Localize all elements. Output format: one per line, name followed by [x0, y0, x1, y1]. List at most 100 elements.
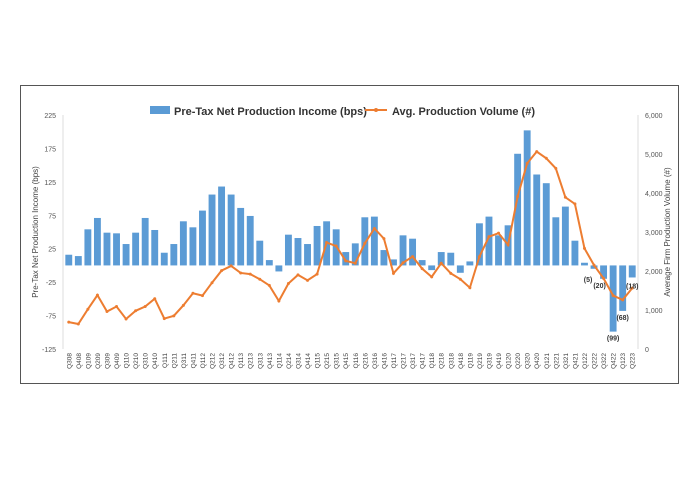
line-point: [76, 322, 80, 326]
data-label: (99): [607, 336, 619, 343]
x-tick-label: Q412: [229, 353, 236, 369]
line-point: [506, 243, 510, 247]
y-tick-label: -125: [42, 347, 56, 354]
x-tick-label: Q214: [286, 353, 293, 369]
line-point: [181, 303, 185, 307]
y2-tick-label: 1,000: [645, 308, 663, 315]
bar: [113, 233, 120, 266]
bar: [628, 265, 636, 278]
x-tick-label: Q408: [76, 353, 83, 369]
data-label: (5): [584, 277, 593, 284]
x-tick-label: Q409: [114, 353, 121, 369]
line-point: [115, 304, 119, 308]
bar: [103, 232, 111, 266]
bar: [571, 240, 579, 266]
bar: [179, 221, 187, 266]
bar: [342, 252, 350, 266]
bar: [609, 265, 617, 332]
bar: [456, 265, 464, 273]
line-point: [86, 307, 90, 311]
bar: [237, 207, 245, 266]
bar: [619, 265, 627, 311]
data-label: (68): [616, 315, 628, 322]
line-point: [592, 263, 596, 267]
line-point: [172, 314, 176, 318]
bar: [361, 217, 369, 266]
y-tick-label: 175: [44, 146, 56, 153]
x-tick-label: Q419: [496, 353, 503, 369]
bar: [170, 244, 178, 266]
line-point: [325, 241, 329, 245]
x-tick-label: Q319: [486, 353, 493, 369]
x-tick-label: Q111: [162, 353, 169, 368]
line-point: [277, 299, 281, 303]
legend-line-marker: [374, 108, 378, 112]
bar: [218, 186, 226, 266]
x-tick-label: Q216: [362, 353, 369, 369]
bar: [189, 227, 197, 266]
line-point: [391, 271, 395, 275]
line-point: [458, 277, 462, 281]
x-tick-label: Q218: [439, 353, 446, 369]
x-tick-label: Q422: [611, 353, 618, 369]
data-label: (20): [593, 283, 605, 290]
bar: [437, 252, 445, 266]
bar: [600, 265, 608, 279]
line-point: [363, 241, 367, 245]
line-point: [162, 317, 166, 321]
line-point: [477, 255, 481, 259]
x-tick-label: Q222: [592, 353, 599, 369]
x-tick-label: Q118: [429, 353, 436, 369]
bar: [552, 217, 560, 266]
bar: [284, 234, 292, 266]
bar: [132, 232, 140, 266]
line-point: [105, 310, 109, 314]
x-tick-label: Q311: [181, 353, 188, 369]
bar: [160, 252, 168, 266]
line-point: [191, 291, 195, 295]
x-tick-label: Q209: [95, 353, 102, 369]
line-point: [525, 161, 529, 165]
bar: [542, 183, 550, 266]
legend-bar-label: Pre-Tax Net Production Income (bps): [174, 106, 367, 118]
x-tick-label: Q314: [295, 353, 302, 369]
y-tick-label: 25: [48, 247, 56, 254]
bar: [141, 217, 149, 266]
bar: [199, 210, 206, 266]
x-tick-label: Q220: [515, 353, 522, 369]
x-tick-label: Q119: [467, 353, 474, 369]
line-point: [306, 278, 310, 282]
x-tick-label: Q115: [315, 353, 322, 369]
line-point: [487, 235, 491, 239]
x-tick-label: Q120: [506, 353, 513, 369]
legend-line-label: Avg. Production Volume (#): [392, 106, 535, 118]
bar: [495, 235, 502, 266]
line-point: [430, 275, 434, 279]
volume-line: [68, 150, 633, 326]
x-tick-label: Q417: [420, 353, 427, 369]
bar: [514, 153, 522, 266]
y-tick-label: 75: [48, 213, 56, 220]
bar: [590, 265, 598, 269]
x-tick-label: Q415: [343, 353, 350, 369]
line-point: [372, 226, 376, 230]
line-point: [582, 246, 586, 250]
bar: [581, 262, 588, 266]
x-tick-label: Q215: [324, 353, 331, 369]
line-point: [210, 281, 214, 285]
line-point: [497, 231, 501, 235]
x-tick-label: Q217: [401, 353, 408, 369]
line-point: [248, 272, 252, 276]
line-point: [286, 281, 290, 285]
line-point: [439, 261, 443, 265]
x-tick-label: Q113: [238, 353, 245, 369]
x-tick-label: Q410: [152, 353, 159, 369]
bar: [122, 244, 130, 266]
bar: [265, 260, 273, 266]
bar: [151, 229, 159, 266]
bar: [380, 250, 388, 266]
x-tick-label: Q320: [525, 353, 532, 369]
bar: [351, 243, 359, 266]
line-point: [621, 298, 625, 302]
